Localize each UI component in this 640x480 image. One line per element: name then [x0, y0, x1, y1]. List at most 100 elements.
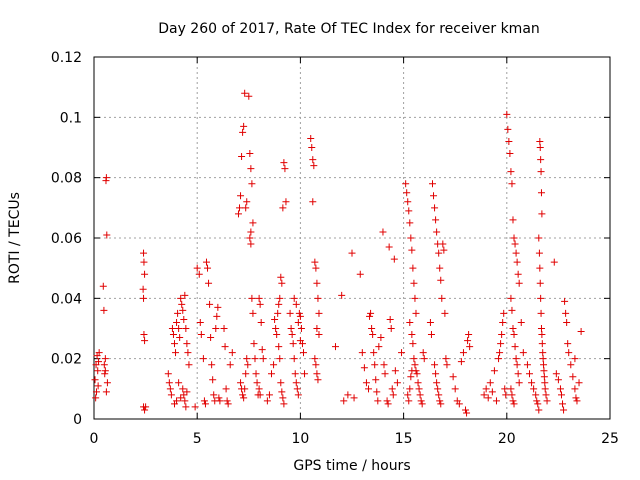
data-point [550, 258, 558, 266]
data-point [362, 379, 370, 387]
data-point [369, 331, 377, 339]
data-point [140, 294, 148, 302]
data-point [519, 349, 527, 357]
data-point [92, 388, 100, 396]
data-point [413, 370, 421, 378]
data-point [432, 370, 440, 378]
data-point [451, 385, 459, 393]
data-point [498, 331, 506, 339]
data-point [561, 297, 569, 305]
data-point [414, 379, 422, 387]
data-point [249, 309, 257, 317]
data-point [528, 379, 536, 387]
data-point [536, 264, 544, 272]
data-point [540, 367, 548, 375]
data-point [222, 385, 230, 393]
data-point [103, 379, 111, 387]
data-point [387, 325, 395, 332]
data-point [398, 349, 406, 357]
data-point [286, 309, 294, 317]
data-point [523, 361, 531, 369]
data-point [311, 355, 319, 363]
data-point [101, 367, 109, 375]
data-point [165, 379, 173, 387]
data-point [492, 397, 500, 405]
data-point [191, 403, 199, 411]
data-point [408, 367, 416, 375]
data-point [208, 361, 216, 369]
y-axis-label: ROTI / TECUs [7, 192, 23, 284]
data-point [314, 294, 322, 302]
data-point [510, 400, 518, 408]
data-point [563, 318, 571, 326]
data-point [431, 361, 439, 369]
data-point [293, 385, 301, 393]
data-point [428, 180, 436, 188]
data-point [280, 159, 288, 167]
data-point [141, 270, 149, 278]
data-point [275, 343, 283, 351]
data-point [404, 198, 412, 206]
data-point [309, 156, 317, 164]
data-point [202, 258, 210, 266]
data-point [439, 240, 447, 248]
data-point [508, 391, 516, 399]
data-point [240, 394, 248, 402]
data-point [375, 343, 383, 351]
data-point [139, 285, 147, 293]
data-point [508, 306, 516, 314]
data-point [169, 331, 177, 339]
data-point [562, 309, 570, 317]
data-point [101, 370, 109, 378]
data-point [307, 134, 315, 142]
data-point [350, 394, 358, 402]
data-point [384, 400, 392, 408]
data-point [200, 397, 208, 405]
data-point [299, 349, 307, 357]
data-point [102, 388, 110, 396]
data-point [437, 276, 445, 284]
data-point [179, 306, 187, 314]
data-point [573, 397, 581, 405]
data-point [224, 400, 232, 408]
data-point [294, 318, 302, 326]
data-point [280, 400, 288, 408]
data-point [239, 391, 247, 399]
data-point [253, 379, 261, 387]
data-point [170, 400, 178, 408]
data-point [449, 373, 457, 381]
data-point [536, 279, 544, 287]
data-point [374, 397, 382, 405]
data-point [279, 204, 287, 212]
data-point [388, 385, 396, 393]
data-point [512, 355, 520, 363]
y-tick-label: 0.12 [51, 50, 82, 66]
data-point [340, 397, 348, 405]
x-tick-label: 10 [291, 431, 309, 447]
data-point [279, 394, 287, 402]
data-point [405, 207, 413, 215]
data-point [507, 168, 515, 176]
data-point [196, 318, 204, 326]
data-point [205, 279, 213, 287]
y-tick-label: 0.02 [51, 352, 82, 368]
data-point [314, 376, 322, 384]
data-point [391, 367, 399, 375]
data-point [532, 391, 540, 399]
data-point [246, 150, 254, 158]
data-point [436, 264, 444, 272]
data-point [502, 391, 510, 399]
data-point [436, 397, 444, 405]
data-point [509, 216, 517, 224]
data-point [301, 370, 309, 378]
data-point [385, 243, 393, 251]
data-point [371, 361, 379, 369]
data-point [536, 137, 544, 145]
data-point [183, 340, 191, 348]
data-point [181, 291, 189, 299]
data-point [406, 318, 414, 326]
data-point [409, 340, 417, 348]
data-point [406, 385, 414, 393]
data-point [273, 331, 281, 339]
data-point [358, 349, 366, 357]
